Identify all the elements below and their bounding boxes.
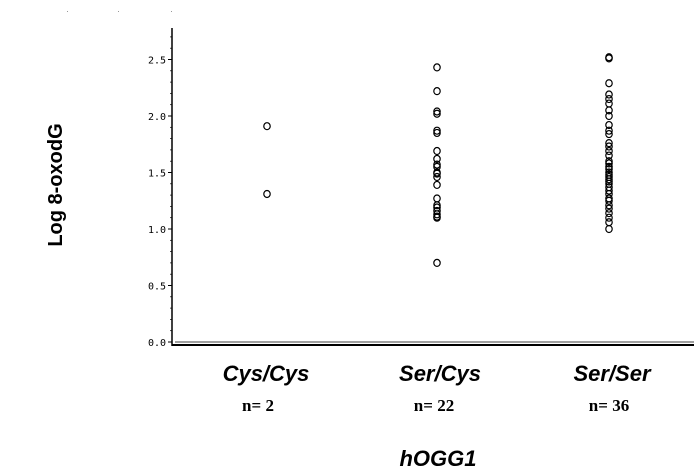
data-point	[605, 79, 613, 88]
category-label-ser-cys: Ser/Cys	[399, 361, 481, 386]
data-point	[605, 129, 613, 139]
category-labels: Cys/Cys Ser/Cys Ser/Ser	[223, 361, 652, 386]
data-point	[605, 146, 613, 156]
data-point	[605, 139, 613, 148]
data-point	[605, 90, 613, 99]
data-point	[605, 159, 613, 168]
data-point	[605, 196, 613, 205]
y-tick-label: 2.5	[148, 56, 166, 67]
data-point	[605, 224, 613, 234]
data-point	[433, 172, 441, 182]
data-point	[605, 120, 613, 130]
data-point	[433, 180, 441, 190]
count-label-cys-cys: n= 2	[242, 396, 274, 415]
y-tick-label: 1.5	[148, 169, 166, 180]
data-point	[433, 109, 441, 118]
x-axis-label: hOGG1	[399, 446, 476, 471]
category-label-cys-cys: Cys/Cys	[223, 361, 310, 386]
data-point	[433, 213, 441, 222]
data-point	[605, 201, 613, 210]
data-point	[433, 258, 441, 267]
data-point	[605, 151, 613, 160]
data-point	[263, 189, 271, 199]
stray-marks	[67, 11, 172, 12]
y-tick-label: 0.0	[148, 338, 166, 349]
data-point	[433, 154, 441, 164]
data-point	[263, 122, 271, 131]
y-tick-label: 0.5	[148, 282, 166, 293]
y-ticks: 0.0 0.5 1.0 1.5 2.0 2.5	[148, 36, 172, 349]
data-point	[605, 94, 613, 104]
data-point	[605, 126, 613, 135]
data-point	[605, 209, 613, 218]
data-point	[605, 142, 613, 151]
data-point	[605, 106, 613, 115]
data-points	[263, 53, 613, 267]
data-point	[605, 204, 613, 213]
data-point	[605, 165, 613, 174]
data-point	[433, 162, 441, 171]
data-point	[433, 87, 441, 96]
data-point	[433, 194, 441, 203]
data-point	[605, 218, 613, 227]
y-tick-label: 2.0	[148, 112, 166, 123]
data-point	[433, 146, 441, 156]
y-axis-label: Log 8-oxodG	[45, 123, 67, 246]
axes	[171, 28, 694, 346]
category-label-ser-ser: Ser/Ser	[573, 361, 651, 386]
count-label-ser-cys: n= 22	[414, 396, 454, 415]
data-point	[605, 54, 613, 63]
data-point	[605, 213, 613, 222]
count-labels: n= 2 n= 22 n= 36	[242, 396, 629, 415]
data-point	[605, 99, 613, 108]
count-label-ser-ser: n= 36	[589, 396, 629, 415]
y-tick-label: 1.0	[148, 225, 166, 236]
data-point	[605, 186, 613, 195]
data-point	[605, 111, 613, 121]
data-point	[433, 128, 441, 138]
data-point	[433, 63, 441, 72]
